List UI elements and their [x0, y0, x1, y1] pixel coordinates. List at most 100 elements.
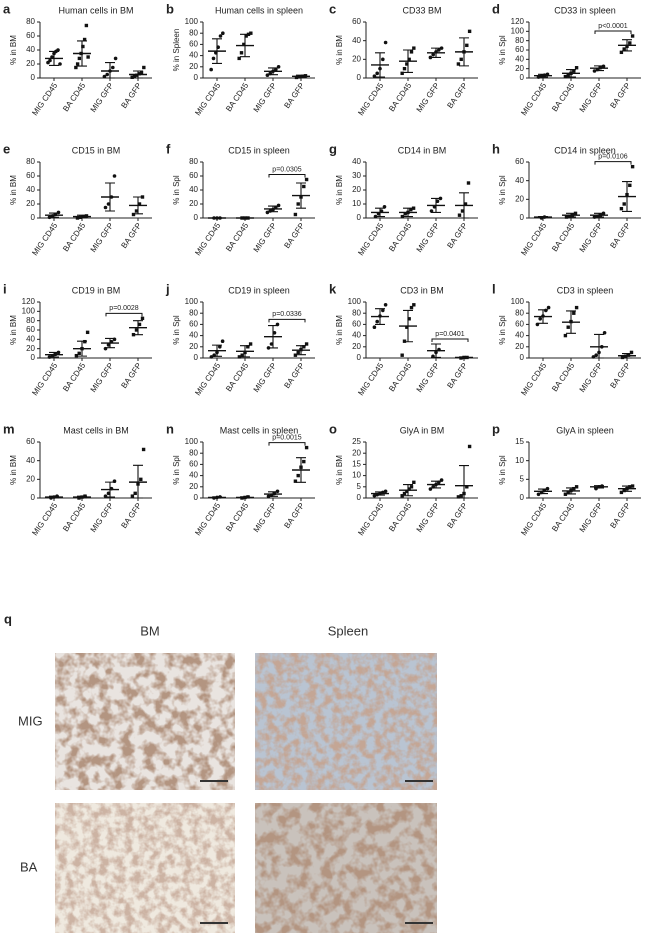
data-point: [457, 213, 462, 217]
data-point: [574, 305, 579, 310]
data-point: [630, 484, 635, 488]
error-bar: [212, 496, 222, 499]
x-tick-label: BA GFP: [282, 81, 306, 110]
x-tick-label: BA GFP: [608, 361, 632, 390]
data-point: [130, 494, 135, 498]
error-bar: [105, 337, 115, 349]
data-point: [400, 494, 404, 498]
chart-title: Human cells in BM: [58, 5, 133, 15]
data-point: [111, 65, 115, 70]
data-point: [84, 214, 89, 218]
y-tick-label: 40: [26, 185, 35, 194]
error-bar: [49, 50, 59, 66]
data-point: [466, 181, 471, 185]
data-point: [112, 174, 117, 178]
x-tick-label: MIG CD45: [193, 221, 222, 258]
error-bar: [538, 73, 548, 78]
y-tick-label: 0: [520, 73, 525, 82]
data-point: [405, 62, 409, 66]
x-tick-label: MIG CD45: [356, 501, 385, 538]
data-point: [381, 57, 385, 62]
y-tick-label: 80: [189, 308, 198, 317]
y-axis-label: % in Spl: [498, 35, 507, 65]
chart-title: Mast cells in spleen: [220, 425, 299, 435]
data-point: [463, 202, 468, 206]
x-tick-label: BA GFP: [445, 501, 469, 530]
error-bar: [240, 345, 250, 358]
y-tick-label: 60: [189, 460, 198, 469]
y-tick-label: 40: [189, 331, 198, 340]
error-bar: [296, 457, 306, 483]
data-point: [248, 342, 253, 346]
x-tick-label: BA CD45: [387, 221, 414, 254]
p-value: p<0.0001: [598, 23, 627, 30]
p-value: p=0.0106: [598, 154, 627, 161]
data-point: [86, 55, 90, 59]
y-tick-label: 80: [189, 28, 198, 37]
x-tick-label: BA GFP: [119, 361, 143, 390]
y-tick-label: 60: [26, 31, 35, 40]
y-tick-label: 60: [352, 320, 361, 329]
x-tick-label: MIG GFP: [415, 221, 442, 254]
error-bar: [49, 212, 59, 218]
data-point: [602, 331, 607, 335]
error-bar: [133, 196, 143, 215]
data-point: [274, 67, 278, 72]
data-point: [412, 46, 416, 50]
chart-title: CD3 in spleen: [557, 285, 614, 295]
chart-title: CD14 in BM: [398, 145, 447, 155]
data-point: [574, 485, 579, 489]
data-point: [269, 342, 274, 346]
y-tick-label: 10: [352, 199, 361, 208]
data-point: [134, 209, 139, 213]
x-tick-label: MIG GFP: [89, 501, 116, 534]
error-bar: [431, 480, 441, 489]
error-bar: [622, 39, 632, 52]
error-bar: [538, 309, 548, 324]
error-bar: [296, 345, 306, 356]
data-point: [465, 43, 469, 48]
y-tick-label: 40: [189, 185, 198, 194]
x-tick-label: MIG GFP: [578, 81, 605, 114]
data-point: [459, 57, 463, 62]
error-bar: [566, 487, 576, 495]
error-bar: [594, 333, 604, 359]
data-point: [402, 339, 407, 343]
p-value: p=0.0305: [272, 166, 301, 173]
chart-title: CD19 in spleen: [228, 285, 290, 295]
data-point: [574, 66, 579, 70]
x-tick-label: MIG GFP: [415, 361, 442, 394]
data-point: [630, 34, 635, 38]
error-bar: [268, 491, 278, 497]
y-tick-label: 80: [26, 157, 35, 166]
x-tick-label: BA CD45: [550, 361, 577, 394]
y-tick-label: 0: [31, 493, 36, 502]
x-tick-label: MIG CD45: [30, 221, 59, 258]
error-bar: [403, 309, 413, 343]
error-bar: [431, 197, 441, 213]
y-tick-label: 0: [520, 493, 525, 502]
data-point: [132, 74, 137, 79]
y-tick-label: 60: [26, 437, 35, 446]
y-tick-label: 20: [189, 482, 198, 491]
x-tick-label: MIG CD45: [356, 361, 385, 398]
y-tick-label: 60: [189, 40, 198, 49]
error-bar: [622, 352, 632, 359]
y-tick-label: 20: [26, 344, 35, 353]
x-tick-label: MIG CD45: [356, 221, 385, 258]
x-tick-label: BA CD45: [61, 81, 88, 114]
y-tick-label: 20: [189, 342, 198, 351]
p-value: p=0.0028: [109, 305, 138, 312]
error-bar: [594, 212, 604, 218]
error-bar: [77, 495, 87, 499]
data-point: [84, 23, 89, 28]
data-point: [439, 46, 444, 50]
y-tick-label: 20: [352, 448, 361, 457]
y-tick-label: 40: [352, 36, 361, 45]
row-label: MIG: [18, 713, 43, 728]
data-point: [302, 459, 306, 464]
x-tick-label: MIG CD45: [519, 221, 548, 258]
error-bar: [268, 205, 278, 213]
data-point: [412, 480, 416, 485]
y-tick-label: 60: [515, 45, 524, 54]
